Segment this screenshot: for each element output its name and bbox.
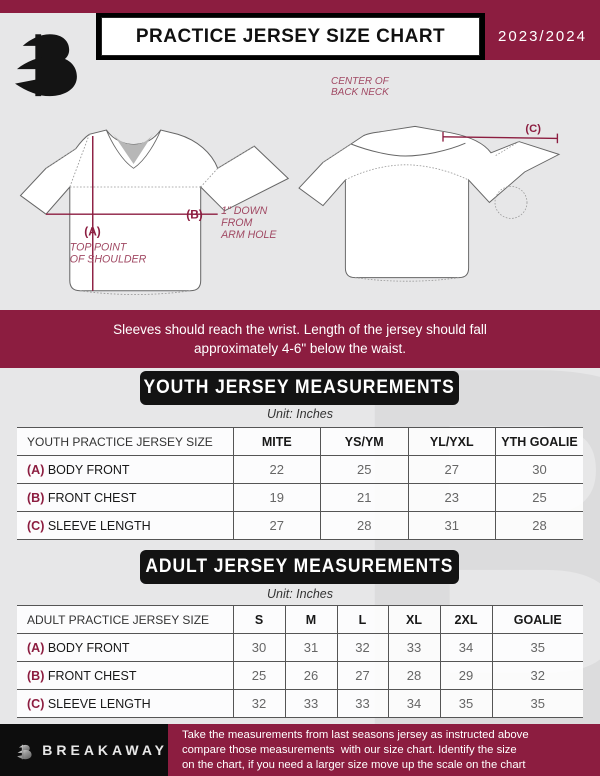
svg-text:TOP POINT: TOP POINT (70, 242, 128, 254)
svg-text:BACK NECK: BACK NECK (331, 87, 390, 98)
svg-text:ARM HOLE: ARM HOLE (220, 229, 277, 241)
svg-text:FROM: FROM (221, 217, 252, 229)
svg-text:(A): (A) (84, 224, 101, 238)
svg-text:(B): (B) (186, 207, 203, 221)
svg-text:(C): (C) (525, 123, 541, 135)
svg-text:OF SHOULDER: OF SHOULDER (70, 254, 147, 266)
svg-text:1" DOWN: 1" DOWN (221, 205, 268, 217)
svg-text:CENTER OF: CENTER OF (331, 76, 390, 87)
